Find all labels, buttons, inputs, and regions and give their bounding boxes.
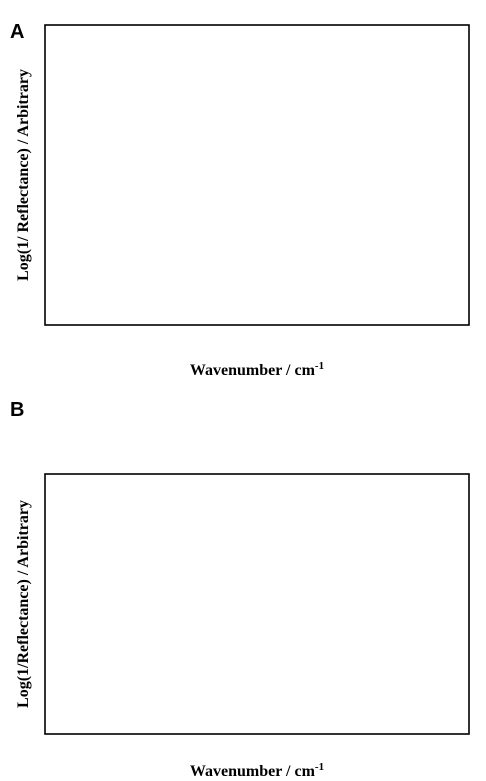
panel-b-x-axis-title: Wavenumber / cm-1 <box>190 761 324 780</box>
panel-a-x-axis-title-main: Wavenumber / cm <box>190 362 316 379</box>
panel-a-y-axis-title: Log(1/ Reflectance) / Arbitrary <box>15 69 32 281</box>
panel-b: B Wavenumber / cm-1 Log(1/Reflectance) /… <box>10 399 470 780</box>
panel-a-frame <box>44 24 470 326</box>
panel-b-x-axis-title-main: Wavenumber / cm <box>190 763 316 780</box>
panel-a: A Wavenumber / cm-1 Log(1/ Reflectance) … <box>10 21 470 379</box>
panel-b-frame <box>44 473 470 735</box>
panel-a-letter: A <box>10 21 24 43</box>
panel-a-x-axis-title: Wavenumber / cm-1 <box>190 360 324 379</box>
panel-b-y-axis-title: Log(1/Reflectance) / Arbitrary <box>15 500 32 708</box>
panel-a-x-axis-title-sup: -1 <box>315 360 324 372</box>
panel-b-x-axis-title-sup: -1 <box>315 761 324 773</box>
panel-b-letter: B <box>10 399 24 421</box>
